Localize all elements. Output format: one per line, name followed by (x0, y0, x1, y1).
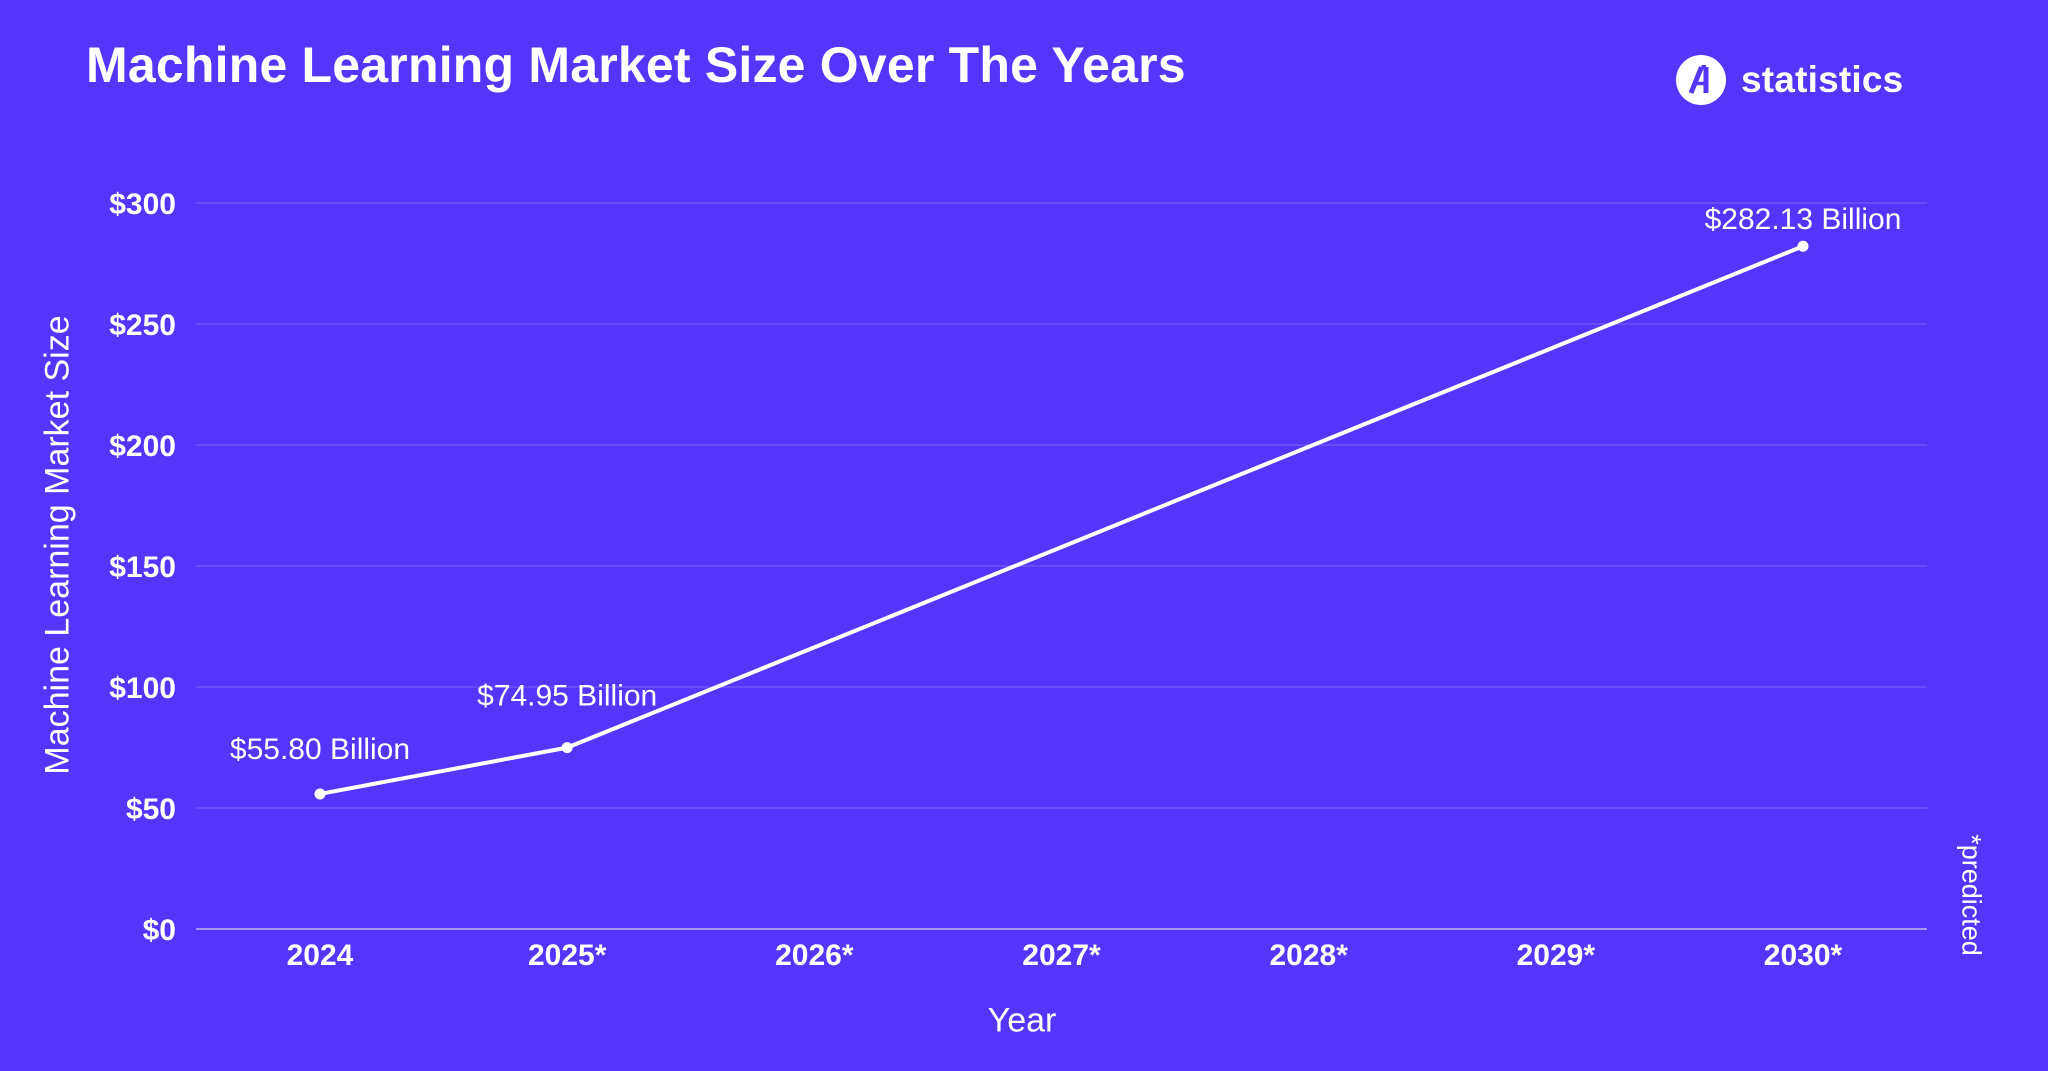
x-tick-label: 2027* (1022, 939, 1101, 972)
chart-title: Machine Learning Market Size Over The Ye… (86, 37, 1186, 93)
brand-a-icon (1676, 55, 1726, 105)
y-tick-label: $0 (143, 914, 176, 947)
y-tick-label: $50 (126, 793, 176, 826)
x-tick-label: 2024 (287, 939, 354, 972)
y-tick-label: $250 (109, 309, 176, 342)
data-point-label: $74.95 Billion (477, 680, 657, 713)
data-point (314, 788, 326, 800)
data-point-label: $282.13 Billion (1705, 203, 1902, 236)
data-point (1797, 240, 1809, 252)
data-point-label: $55.80 Billion (230, 733, 410, 766)
brand-logo: statistics (1676, 54, 1903, 106)
y-tick-label: $200 (109, 430, 176, 463)
x-axis-title: Year (987, 1001, 1057, 1040)
y-tick-label: $150 (109, 551, 176, 584)
brand-logo-text: statistics (1741, 59, 1904, 100)
x-tick-label: 2028* (1269, 939, 1348, 972)
x-tick-label: 2026* (775, 939, 854, 972)
x-tick-label: 2030* (1764, 939, 1843, 972)
y-tick-label: $300 (109, 188, 176, 221)
y-tick-label: $100 (109, 672, 176, 705)
data-point (561, 742, 573, 754)
x-tick-label: 2029* (1517, 939, 1596, 972)
x-tick-label: 2025* (528, 939, 607, 972)
